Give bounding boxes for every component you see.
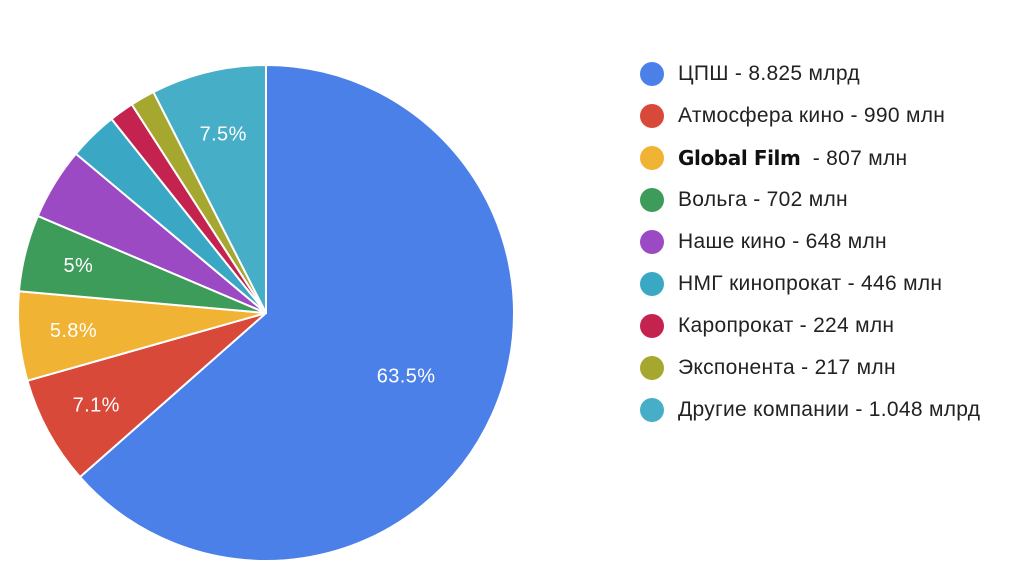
legend-separator: - [844, 104, 864, 127]
legend-separator: - [849, 398, 869, 421]
pie-slices [17, 64, 515, 562]
legend-swatch-icon [640, 356, 664, 380]
legend-item: Каропрокат - 224 млн [640, 312, 1020, 354]
legend-label: Атмосфера кино - 990 млн [678, 102, 1020, 130]
pie-slice-label: 7.5% [200, 124, 247, 146]
legend-separator: - [747, 188, 767, 211]
legend-label: Global Film - 807 млн [678, 144, 1020, 173]
legend-company: Экспонента [678, 356, 796, 379]
legend-separator: - [793, 314, 814, 337]
legend-label: Экспонента - 217 млн [678, 354, 1020, 382]
legend-swatch-icon [640, 104, 664, 128]
legend-separator: - [800, 147, 827, 170]
legend-amount: 702 млн [766, 188, 848, 211]
legend-item: Вольга - 702 млн [640, 186, 1020, 228]
legend-separator: - [728, 62, 749, 85]
legend-company: Атмосфера кино [678, 104, 845, 127]
legend-company: Другие компании [678, 398, 850, 421]
legend-swatch-icon [640, 62, 664, 86]
legend-swatch-icon [640, 230, 664, 254]
pie-slice [26, 312, 267, 479]
legend-swatch-icon [640, 272, 664, 296]
legend-item: Атмосфера кино - 990 млн [640, 102, 1020, 144]
legend-company: Каропрокат [678, 314, 794, 337]
legend-label: Наше кино - 648 млн [678, 228, 1020, 256]
legend-amount: 807 млн [826, 147, 908, 170]
legend-swatch-icon [640, 146, 664, 170]
pie-slice [78, 64, 515, 562]
pie-slice-label: 63.5% [377, 365, 436, 387]
legend-swatch-icon [640, 314, 664, 338]
legend-separator: - [841, 272, 862, 295]
legend-company: ЦПШ [678, 62, 729, 85]
legend-amount: 1.048 млрд [868, 398, 981, 421]
legend-amount: 8.825 млрд [748, 62, 860, 85]
legend-amount: 224 млн [813, 314, 895, 337]
legend-amount: 648 млн [805, 230, 887, 253]
legend-label: ЦПШ - 8.825 млрд [678, 60, 1020, 88]
legend-item: Global Film - 807 млн [640, 144, 1020, 186]
legend-swatch-icon [640, 398, 664, 422]
legend-item: Наше кино - 648 млн [640, 228, 1020, 270]
legend: ЦПШ - 8.825 млрд Атмосфера кино - 990 мл… [640, 60, 1020, 424]
pie-slice-label: 7.1% [73, 395, 120, 417]
legend-item: Экспонента - 217 млн [640, 354, 1020, 396]
legend-item: НМГ кинопрокат - 446 млн [640, 270, 1020, 312]
pie-slice-labels: 63.5% 7.1% 5.8% 5% 7.5% [50, 124, 436, 417]
legend-item: ЦПШ - 8.825 млрд [640, 60, 1020, 102]
legend-company: НМГ кинопрокат [678, 272, 842, 295]
pie-slice-label: 5% [63, 255, 93, 277]
legend-label: НМГ кинопрокат - 446 млн [678, 270, 1020, 298]
pie-slice [152, 64, 267, 314]
legend-item: Другие компании - 1.048 млрд [640, 396, 1020, 424]
legend-separator: - [786, 230, 806, 253]
legend-label: Вольга - 702 млн [678, 186, 1020, 214]
legend-company: Global Film [678, 146, 801, 170]
legend-amount: 446 млн [861, 272, 943, 295]
legend-amount: 990 млн [863, 104, 946, 127]
legend-company: Наше кино [678, 230, 787, 253]
legend-label: Каропрокат - 224 млн [678, 312, 1020, 340]
legend-company: Вольга [678, 188, 748, 211]
legend-label: Другие компании - 1.048 млрд [678, 396, 1020, 424]
pie-slice-label: 5.8% [50, 320, 97, 342]
legend-amount: 217 млн [814, 356, 896, 379]
pie-plot-area: 63.5% 7.1% 5.8% 5% 7.5% [17, 64, 515, 562]
legend-swatch-icon [640, 188, 664, 212]
legend-separator: - [795, 356, 815, 379]
